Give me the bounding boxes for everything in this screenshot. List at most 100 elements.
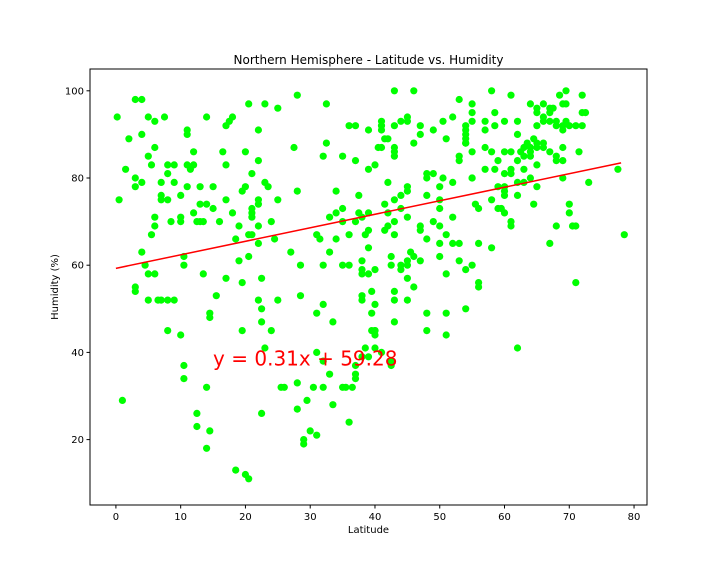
data-point [384, 135, 392, 143]
data-point [313, 309, 321, 317]
data-point [488, 196, 496, 204]
data-point [368, 287, 376, 295]
data-point [232, 235, 240, 243]
data-point [258, 318, 266, 326]
data-point [585, 178, 593, 186]
data-point [539, 139, 548, 147]
data-point [351, 361, 360, 370]
chart-title: Northern Hemisphere - Latitude vs. Humid… [234, 53, 504, 67]
data-point [235, 222, 243, 230]
data-point [364, 226, 373, 234]
data-point [494, 157, 502, 165]
data-point [468, 148, 476, 156]
data-point [180, 375, 188, 383]
data-point [455, 239, 463, 247]
data-point [345, 261, 353, 269]
data-point [196, 200, 204, 208]
data-point [436, 239, 444, 247]
data-point [491, 122, 499, 130]
data-point [439, 117, 447, 125]
data-point [620, 231, 628, 239]
data-point [267, 327, 275, 335]
data-point [507, 148, 515, 156]
data-point [254, 200, 262, 208]
data-point [410, 139, 418, 147]
data-point [455, 257, 463, 265]
data-point [245, 252, 253, 261]
data-point [293, 91, 301, 99]
data-point [113, 113, 121, 121]
data-point [468, 100, 476, 108]
data-point [371, 300, 379, 308]
data-point [462, 139, 470, 147]
data-point [190, 209, 198, 217]
x-tick-label: 0 [113, 512, 119, 523]
data-point [193, 422, 201, 431]
y-axis-ticks: 20 40 60 80 100 [65, 86, 90, 446]
data-point [361, 344, 369, 352]
data-point [513, 344, 522, 352]
data-point [562, 87, 570, 95]
data-point [390, 231, 398, 239]
data-point [429, 218, 437, 226]
data-point [403, 296, 411, 304]
data-point [436, 183, 444, 191]
data-point [429, 170, 437, 178]
data-point [316, 235, 324, 243]
data-point [423, 170, 431, 178]
data-point [254, 296, 262, 304]
data-point [462, 126, 470, 134]
data-point [390, 218, 398, 226]
data-point [144, 113, 152, 121]
x-axis-label: Latitude [348, 525, 389, 536]
data-point [144, 270, 152, 278]
data-point [209, 183, 217, 191]
data-point [377, 348, 386, 356]
data-point [410, 252, 418, 261]
data-point [228, 209, 237, 217]
data-point [319, 357, 327, 365]
data-point [533, 161, 541, 169]
data-point [190, 161, 198, 169]
data-point [183, 126, 191, 134]
data-point [326, 370, 334, 378]
data-point [468, 174, 476, 182]
data-point [345, 122, 353, 130]
data-point [416, 122, 424, 130]
data-point [351, 122, 360, 130]
data-point [481, 165, 489, 173]
data-point [614, 165, 622, 173]
data-point [351, 218, 360, 226]
data-point [339, 152, 347, 160]
data-point [326, 248, 334, 256]
data-point [481, 117, 489, 125]
data-point [358, 257, 366, 265]
data-point [572, 279, 580, 287]
data-point [241, 183, 249, 191]
data-point [206, 309, 214, 317]
data-point [436, 204, 444, 213]
data-point [306, 427, 314, 435]
data-point [559, 157, 567, 165]
data-point [258, 305, 266, 313]
data-point [552, 222, 560, 230]
data-point [488, 87, 496, 95]
data-point [377, 122, 386, 130]
data-point [258, 274, 266, 282]
data-point [371, 266, 379, 274]
data-point [488, 244, 496, 252]
data-point [238, 279, 246, 287]
data-point [322, 139, 330, 147]
data-point [513, 117, 522, 125]
data-point [403, 257, 411, 265]
data-point [442, 135, 450, 143]
data-point [481, 143, 489, 152]
data-point [436, 222, 444, 230]
data-point [245, 475, 253, 483]
data-point [319, 300, 327, 308]
data-point [332, 235, 340, 243]
data-point [329, 318, 337, 326]
data-point [390, 87, 398, 95]
data-point [559, 126, 567, 134]
data-point [332, 209, 340, 217]
